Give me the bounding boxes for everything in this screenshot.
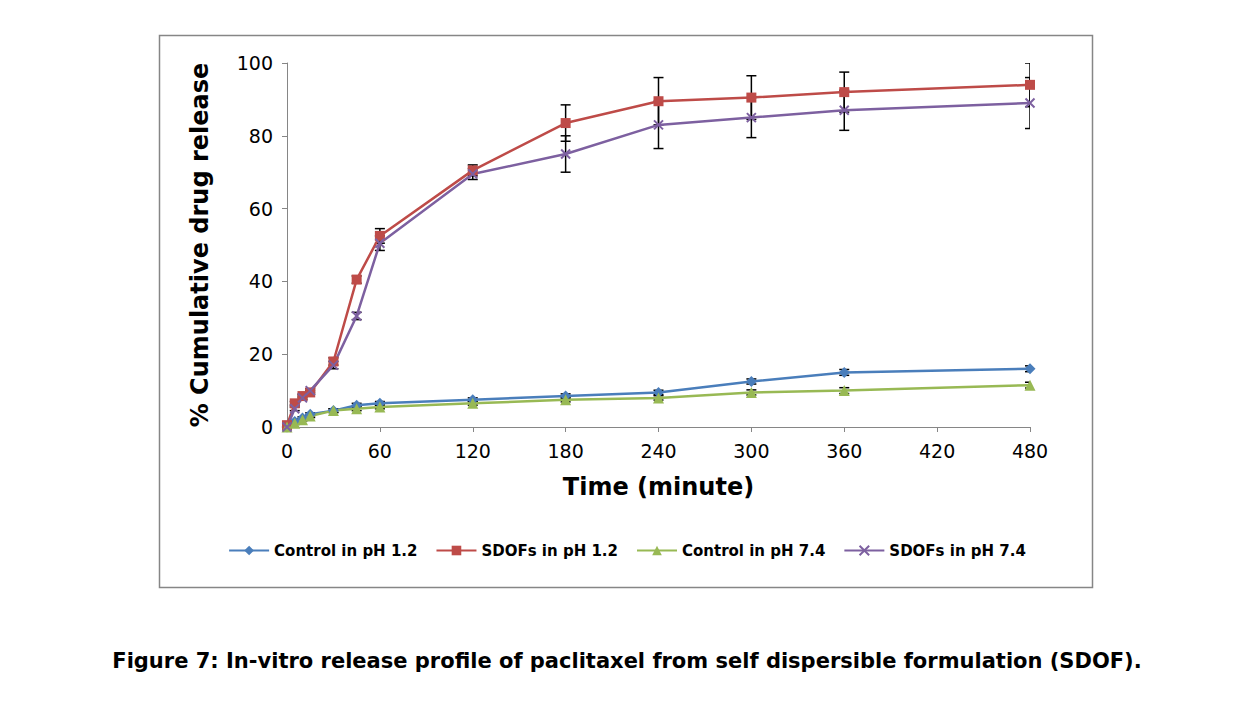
- svg-text:240: 240: [640, 440, 676, 462]
- svg-text:60: 60: [249, 198, 273, 220]
- svg-text:40: 40: [249, 270, 273, 292]
- svg-text:180: 180: [547, 440, 583, 462]
- svg-text:60: 60: [368, 440, 392, 462]
- svg-text:Figure 7: In-vitro release pro: Figure 7: In-vitro release profile of pa…: [112, 649, 1141, 673]
- svg-text:Control in pH 1.2: Control in pH 1.2: [274, 542, 417, 560]
- svg-text:0: 0: [281, 440, 293, 462]
- svg-text:420: 420: [919, 440, 955, 462]
- svg-text:480: 480: [1012, 440, 1048, 462]
- svg-text:100: 100: [237, 52, 273, 74]
- svg-text:% Cumulative drug release: % Cumulative drug release: [186, 63, 214, 428]
- svg-text:Control in pH 7.4: Control in pH 7.4: [682, 542, 825, 560]
- svg-text:SDOFs in pH 7.4: SDOFs in pH 7.4: [889, 542, 1026, 560]
- svg-text:80: 80: [249, 125, 273, 147]
- svg-text:360: 360: [826, 440, 862, 462]
- svg-text:0: 0: [261, 416, 273, 438]
- svg-text:Time (minute): Time (minute): [563, 473, 754, 501]
- svg-text:120: 120: [455, 440, 491, 462]
- svg-text:300: 300: [733, 440, 769, 462]
- svg-text:20: 20: [249, 343, 273, 365]
- svg-text:SDOFs in pH 1.2: SDOFs in pH 1.2: [481, 542, 618, 560]
